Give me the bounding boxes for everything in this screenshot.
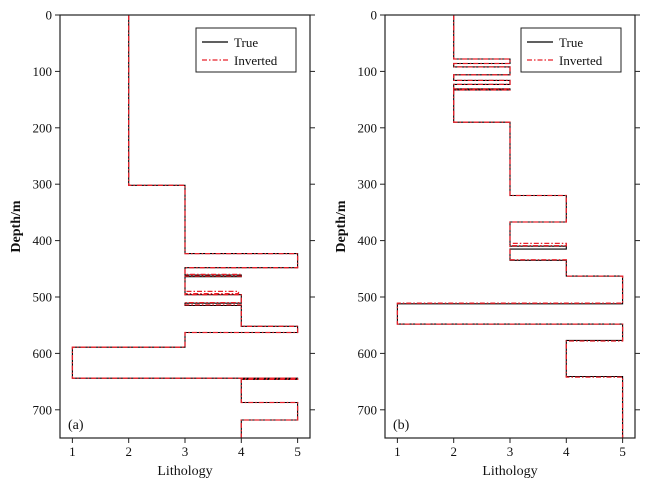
- y-tick-label: 600: [33, 346, 53, 361]
- legend-box: [195, 27, 297, 73]
- panel-label: (a): [68, 418, 84, 433]
- y-tick-label: 300: [358, 177, 378, 192]
- x-tick-label: 5: [294, 444, 301, 459]
- legend-label-inverted: Inverted: [234, 53, 278, 68]
- panel-a: 1 2 3 4 5 0 100 200 300 400 500 600 700 Lithology Dept…: [9, 8, 315, 479]
- y-tick-label: 200: [33, 120, 53, 135]
- y-axis-label: Depth/m: [334, 200, 349, 252]
- y-tick-label: 300: [33, 177, 53, 192]
- legend: True Inverted: [195, 27, 297, 73]
- x-tick-label: 3: [507, 444, 514, 459]
- x-tick-label: 1: [394, 444, 401, 459]
- y-tick-label: 500: [33, 290, 53, 305]
- legend-label-true: True: [559, 35, 583, 50]
- y-tick-label: 100: [358, 64, 378, 79]
- y-tick-label: 400: [358, 233, 378, 248]
- series-inverted: [396, 15, 624, 438]
- y-tick-label: 100: [33, 64, 53, 79]
- x-tick-label: 4: [238, 444, 245, 459]
- legend: True Inverted: [520, 27, 622, 73]
- x-tick-label: 2: [125, 444, 132, 459]
- y-tick-label: 0: [46, 8, 53, 23]
- y-tick-label: 700: [33, 402, 53, 417]
- x-tick-label: 5: [619, 444, 626, 459]
- y-tick-label: 600: [358, 346, 378, 361]
- panel-label: (b): [393, 418, 410, 433]
- y-tick-label: 0: [371, 8, 378, 23]
- y-tick-label: 700: [358, 402, 378, 417]
- legend-box: [520, 27, 622, 73]
- x-axis-label: Lithology: [157, 464, 212, 479]
- legend-label-true: True: [234, 35, 258, 50]
- y-tick-label: 500: [358, 290, 378, 305]
- y-tick-label: 200: [358, 120, 378, 135]
- y-tick-label: 400: [33, 233, 53, 248]
- y-axis-label: Depth/m: [9, 200, 24, 252]
- legend-label-inverted: Inverted: [559, 53, 603, 68]
- x-tick-label: 3: [182, 444, 189, 459]
- series-inverted: [71, 15, 299, 438]
- x-tick-label: 4: [563, 444, 570, 459]
- panel-b: 1 2 3 4 5 0 100 200 300 400 500 600 700 Lithology Dept…: [334, 8, 640, 479]
- x-tick-label: 2: [450, 444, 457, 459]
- series-true: [71, 15, 299, 438]
- x-axis-label: Lithology: [482, 464, 537, 479]
- x-tick-label: 1: [69, 444, 76, 459]
